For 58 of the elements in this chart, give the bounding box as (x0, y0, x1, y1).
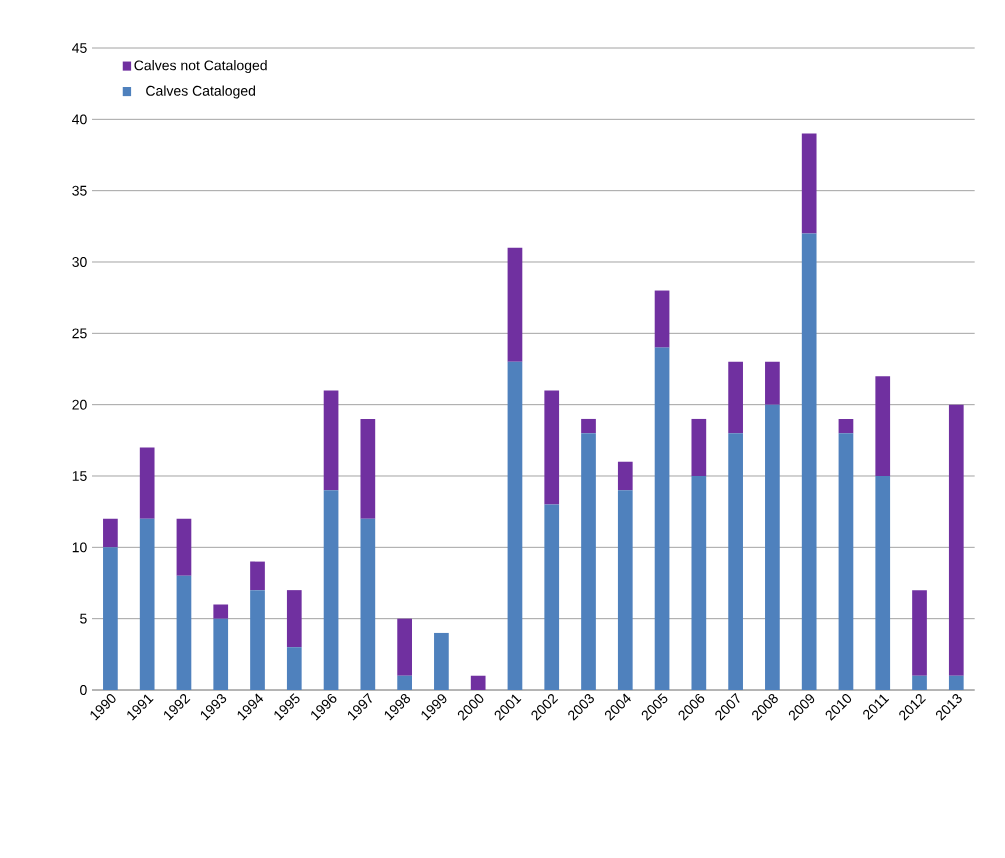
bar (728, 433, 743, 690)
bar (617, 461, 633, 491)
bar (397, 675, 412, 690)
bar (360, 418, 376, 519)
legend-label: Calves Cataloged (146, 85, 256, 99)
bar (434, 632, 449, 690)
bar (617, 490, 633, 690)
bar (838, 433, 854, 690)
bar (213, 618, 229, 690)
bar (323, 490, 339, 690)
bar (286, 647, 302, 690)
bar (728, 361, 743, 434)
y-tick-label: 20 (72, 399, 87, 410)
bar (912, 590, 927, 676)
bar (691, 476, 707, 690)
bar (654, 347, 670, 690)
bar (912, 675, 927, 690)
bar (397, 618, 412, 676)
bar (948, 404, 964, 676)
bar (139, 518, 155, 690)
bar (544, 504, 560, 690)
bar (948, 675, 964, 690)
bar (176, 518, 192, 576)
bar (286, 590, 302, 648)
y-tick-label: 35 (72, 185, 87, 196)
y-tick-label: 10 (72, 542, 87, 553)
bar (176, 575, 192, 690)
bar (765, 361, 780, 405)
bar (581, 433, 596, 690)
y-tick-label: 5 (80, 613, 87, 624)
bar (838, 418, 854, 434)
bar (875, 376, 891, 476)
bar (323, 390, 339, 491)
bar (103, 547, 118, 690)
y-tick-label: 45 (72, 43, 87, 53)
bar (470, 675, 486, 690)
bar (507, 247, 523, 362)
legend-label: Calves not Cataloged (134, 60, 267, 74)
y-tick-label: 0 (80, 685, 87, 695)
bar (691, 418, 707, 476)
bar (654, 290, 670, 348)
bar (103, 518, 118, 548)
bar (801, 233, 817, 690)
y-tick-label: 25 (72, 328, 87, 339)
bar (581, 418, 596, 434)
bar (250, 590, 265, 690)
bar (544, 390, 560, 505)
bar (139, 447, 155, 519)
bar (801, 133, 817, 234)
bar (507, 361, 523, 690)
bar (213, 604, 229, 619)
bar (250, 561, 265, 591)
y-tick-label: 15 (72, 471, 87, 481)
bar (765, 404, 780, 690)
bar (875, 476, 891, 690)
y-tick-label: 40 (72, 114, 87, 125)
bar (360, 518, 376, 690)
y-tick-label: 30 (72, 257, 87, 267)
